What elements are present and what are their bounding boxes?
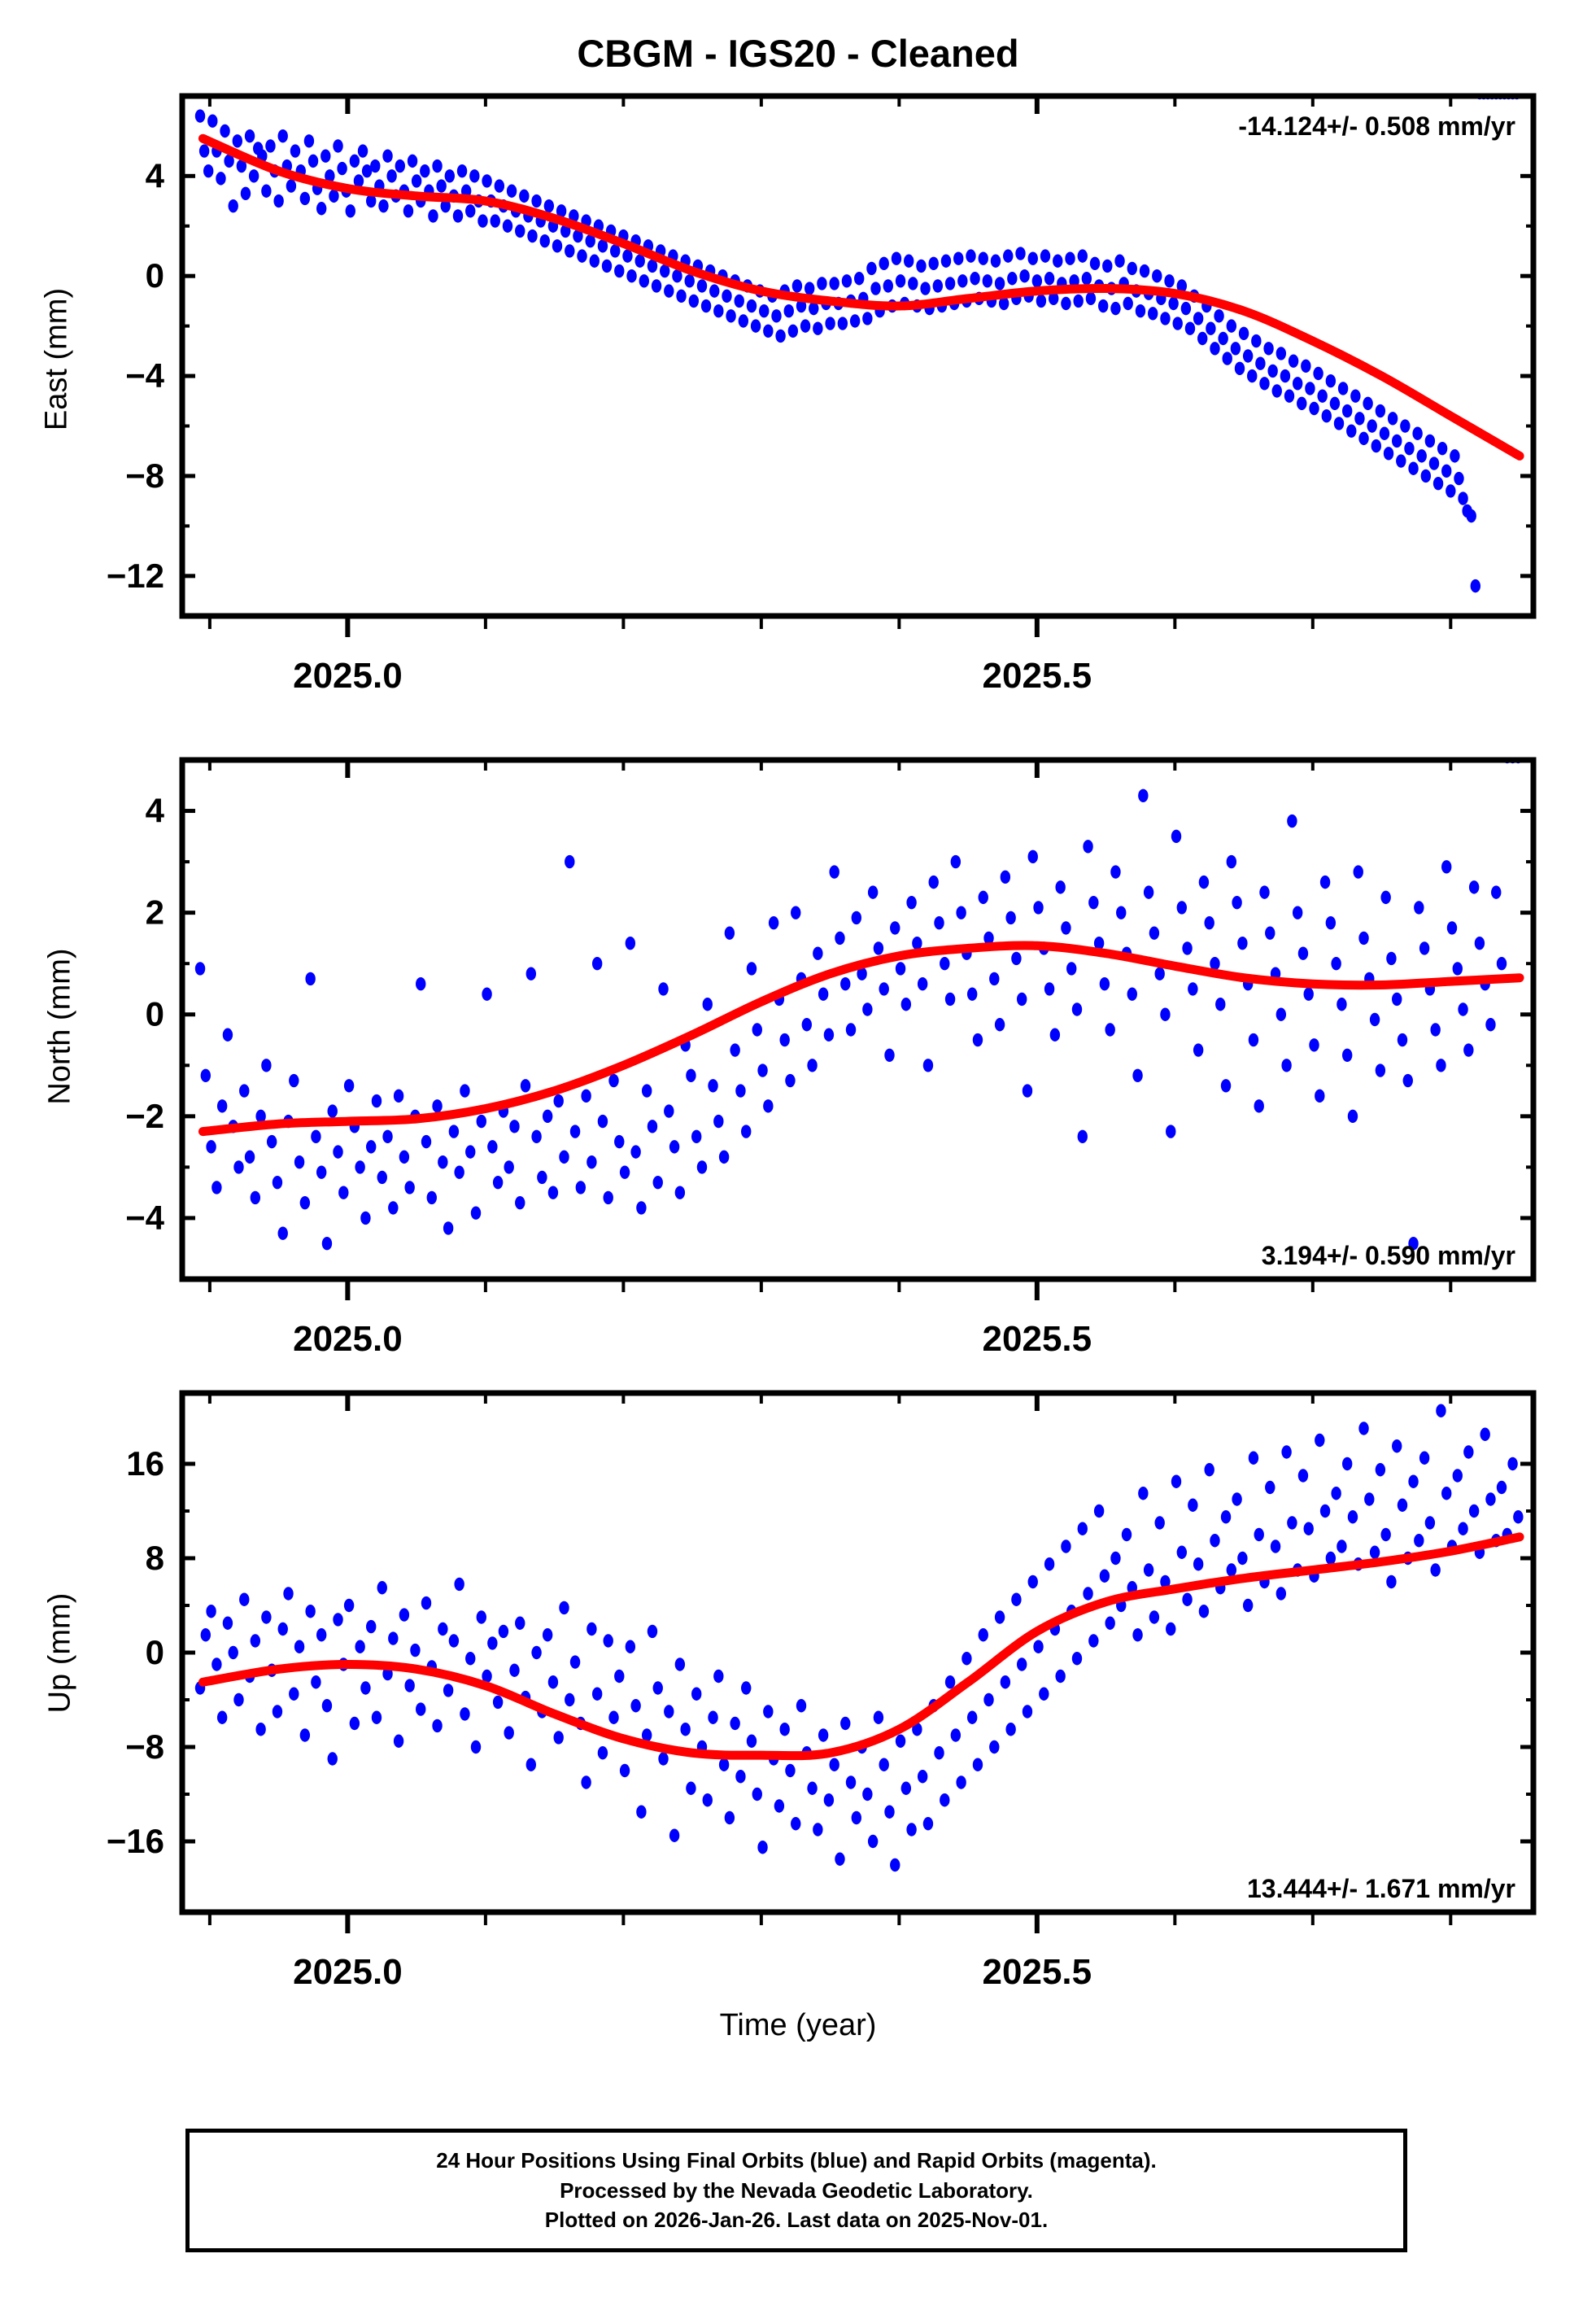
y-tick-label: 2	[146, 893, 164, 932]
chart-svg-north: 4 2 0 −2 −4 2025.0 2025.5 3.194+/- 0.590 mm/yr	[125, 757, 1537, 1359]
rate-annotation-east: -14.124+/- 0.508 mm/yr	[1238, 111, 1515, 141]
y-tick-label: −8	[125, 1727, 164, 1766]
y-axis-label-east: East (mm)	[39, 287, 74, 431]
y-tick-label: 0	[146, 256, 164, 295]
trend-line-north	[198, 941, 1524, 1137]
data-points-north	[194, 760, 1523, 1251]
caption-line-1: 24 Hour Positions Using Final Orbits (bl…	[436, 2147, 1157, 2173]
chart-svg-east: 4 0 −4 −8 −12 2025.0 2025.5 -14.124+/- 0.508 mm…	[107, 93, 1537, 696]
trend-line-up	[198, 1532, 1524, 1761]
rate-annotation-north: 3.194+/- 0.590 mm/yr	[1262, 1241, 1515, 1270]
panel-north: 4 2 0 −2 −4 2025.0 2025.5 3.194+/- 0.590 mm/yr	[125, 757, 1537, 1359]
rate-annotation-up: 13.444+/- 1.671 mm/yr	[1247, 1874, 1515, 1903]
x-tick-label: 2025.5	[983, 1319, 1092, 1359]
plot-frame-north	[179, 757, 1537, 1282]
y-tick-label: −4	[125, 356, 165, 395]
y-tick-label: 4	[146, 792, 165, 830]
plot-frame-east	[179, 93, 1537, 619]
x-tick-label: 2025.5	[983, 1952, 1092, 1992]
y-tick-label: 0	[146, 1633, 164, 1671]
y-tick-label: 16	[126, 1444, 164, 1483]
y-tick-label: −16	[107, 1822, 164, 1860]
caption-line-3: Plotted on 2026-Jan-26. Last data on 202…	[544, 2208, 1049, 2233]
panel-east: 4 0 −4 −8 −12 2025.0 2025.5 -14.124+/- 0.508 mm…	[107, 93, 1537, 696]
y-axis-label-up: Up (mm)	[42, 1592, 77, 1714]
x-tick-label: 2025.0	[293, 1952, 403, 1992]
x-tick-label: 2025.5	[983, 656, 1092, 696]
y-axis-label-north: North (mm)	[42, 948, 77, 1105]
x-tick-label: 2025.0	[293, 1319, 403, 1359]
caption-line-2: Processed by the Nevada Geodetic Laborat…	[560, 2177, 1033, 2203]
x-tick-label: 2025.0	[293, 656, 403, 696]
y-tick-label: −8	[125, 456, 164, 495]
caption-box: 24 Hour Positions Using Final Orbits (bl…	[185, 2129, 1407, 2252]
y-tick-label: 8	[146, 1539, 164, 1577]
y-tick-label: −12	[107, 557, 164, 595]
panel-up: 16 8 0 −8 −16 2025.0 2025.5 13.444+/- 1.671 mm/…	[107, 1390, 1537, 1992]
y-tick-label: −4	[125, 1199, 165, 1237]
data-points-up	[194, 1404, 1524, 1872]
trend-line-east	[198, 133, 1524, 461]
page-title: CBGM - IGS20 - Cleaned	[577, 32, 1019, 75]
x-axis-label: Time (year)	[719, 2008, 877, 2042]
chart-svg-up: 16 8 0 −8 −16 2025.0 2025.5 13.444+/- 1.671 mm/…	[107, 1390, 1537, 1992]
plot-frame-up	[179, 1390, 1537, 1915]
y-tick-label: 4	[146, 156, 165, 194]
y-tick-label: 0	[146, 995, 164, 1033]
y-tick-label: −2	[125, 1097, 164, 1135]
